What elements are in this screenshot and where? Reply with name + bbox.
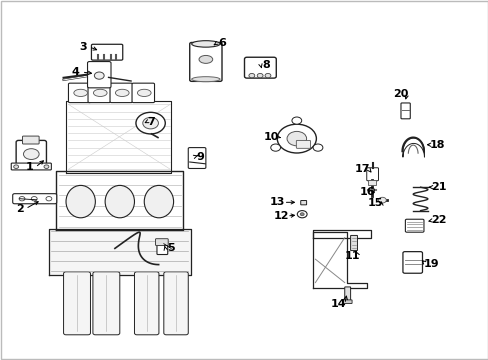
FancyBboxPatch shape [244, 57, 276, 78]
FancyBboxPatch shape [134, 272, 159, 335]
FancyBboxPatch shape [157, 242, 167, 255]
Circle shape [277, 124, 316, 153]
FancyBboxPatch shape [189, 42, 222, 81]
Circle shape [312, 144, 322, 151]
FancyBboxPatch shape [163, 272, 188, 335]
FancyBboxPatch shape [366, 168, 378, 181]
Text: 10: 10 [263, 132, 279, 142]
Ellipse shape [191, 77, 220, 82]
Ellipse shape [199, 55, 212, 63]
Text: 5: 5 [167, 243, 175, 253]
Circle shape [19, 197, 25, 201]
FancyBboxPatch shape [367, 180, 375, 185]
Text: 7: 7 [147, 117, 155, 127]
Text: 22: 22 [430, 215, 446, 225]
FancyBboxPatch shape [344, 287, 350, 302]
Text: 16: 16 [359, 186, 375, 197]
Circle shape [136, 112, 165, 134]
Circle shape [46, 197, 52, 201]
Text: 13: 13 [269, 197, 285, 207]
Circle shape [286, 131, 306, 146]
Ellipse shape [137, 89, 151, 96]
Ellipse shape [74, 89, 87, 96]
Text: 20: 20 [392, 89, 408, 99]
Text: 14: 14 [330, 299, 346, 309]
Circle shape [378, 197, 386, 203]
Polygon shape [312, 230, 370, 238]
Text: 12: 12 [273, 211, 288, 221]
Circle shape [270, 144, 280, 151]
FancyBboxPatch shape [93, 272, 120, 335]
Circle shape [248, 73, 254, 78]
FancyBboxPatch shape [343, 300, 351, 303]
Ellipse shape [191, 41, 220, 47]
Polygon shape [312, 232, 366, 288]
FancyBboxPatch shape [300, 201, 306, 205]
FancyBboxPatch shape [402, 252, 422, 273]
Ellipse shape [105, 185, 134, 218]
FancyBboxPatch shape [13, 194, 57, 204]
FancyBboxPatch shape [88, 83, 110, 103]
FancyBboxPatch shape [91, 44, 122, 60]
Text: 6: 6 [218, 38, 226, 48]
FancyBboxPatch shape [155, 239, 168, 246]
FancyBboxPatch shape [87, 62, 111, 88]
FancyBboxPatch shape [405, 219, 423, 232]
Ellipse shape [93, 89, 107, 96]
FancyBboxPatch shape [296, 140, 310, 148]
FancyBboxPatch shape [400, 103, 409, 119]
FancyBboxPatch shape [68, 83, 91, 103]
Polygon shape [56, 171, 183, 230]
Circle shape [44, 165, 49, 168]
FancyBboxPatch shape [188, 148, 205, 168]
Text: 11: 11 [344, 251, 359, 261]
Ellipse shape [23, 149, 39, 159]
Circle shape [31, 197, 37, 201]
Text: 18: 18 [429, 140, 445, 150]
FancyBboxPatch shape [132, 83, 154, 103]
Text: 9: 9 [196, 152, 204, 162]
Text: 2: 2 [16, 204, 23, 214]
Text: 15: 15 [367, 198, 383, 208]
FancyBboxPatch shape [110, 83, 132, 103]
Circle shape [291, 117, 301, 124]
Circle shape [297, 211, 306, 218]
FancyBboxPatch shape [22, 136, 39, 144]
Circle shape [94, 72, 104, 79]
Text: 3: 3 [79, 42, 87, 52]
Circle shape [142, 117, 158, 129]
Text: 1: 1 [25, 162, 33, 172]
Polygon shape [66, 101, 171, 173]
Circle shape [257, 73, 263, 78]
Text: 19: 19 [423, 258, 438, 269]
Text: 17: 17 [354, 164, 370, 174]
Ellipse shape [115, 89, 129, 96]
Circle shape [264, 73, 270, 78]
FancyBboxPatch shape [350, 235, 357, 251]
Ellipse shape [66, 185, 95, 218]
Polygon shape [49, 229, 190, 275]
Circle shape [14, 165, 19, 168]
FancyBboxPatch shape [16, 140, 46, 167]
Text: 21: 21 [430, 182, 446, 192]
FancyBboxPatch shape [63, 272, 90, 335]
Text: 4: 4 [72, 67, 80, 77]
FancyBboxPatch shape [11, 163, 51, 170]
Ellipse shape [144, 185, 173, 218]
Circle shape [300, 213, 304, 216]
Text: 8: 8 [262, 60, 270, 70]
